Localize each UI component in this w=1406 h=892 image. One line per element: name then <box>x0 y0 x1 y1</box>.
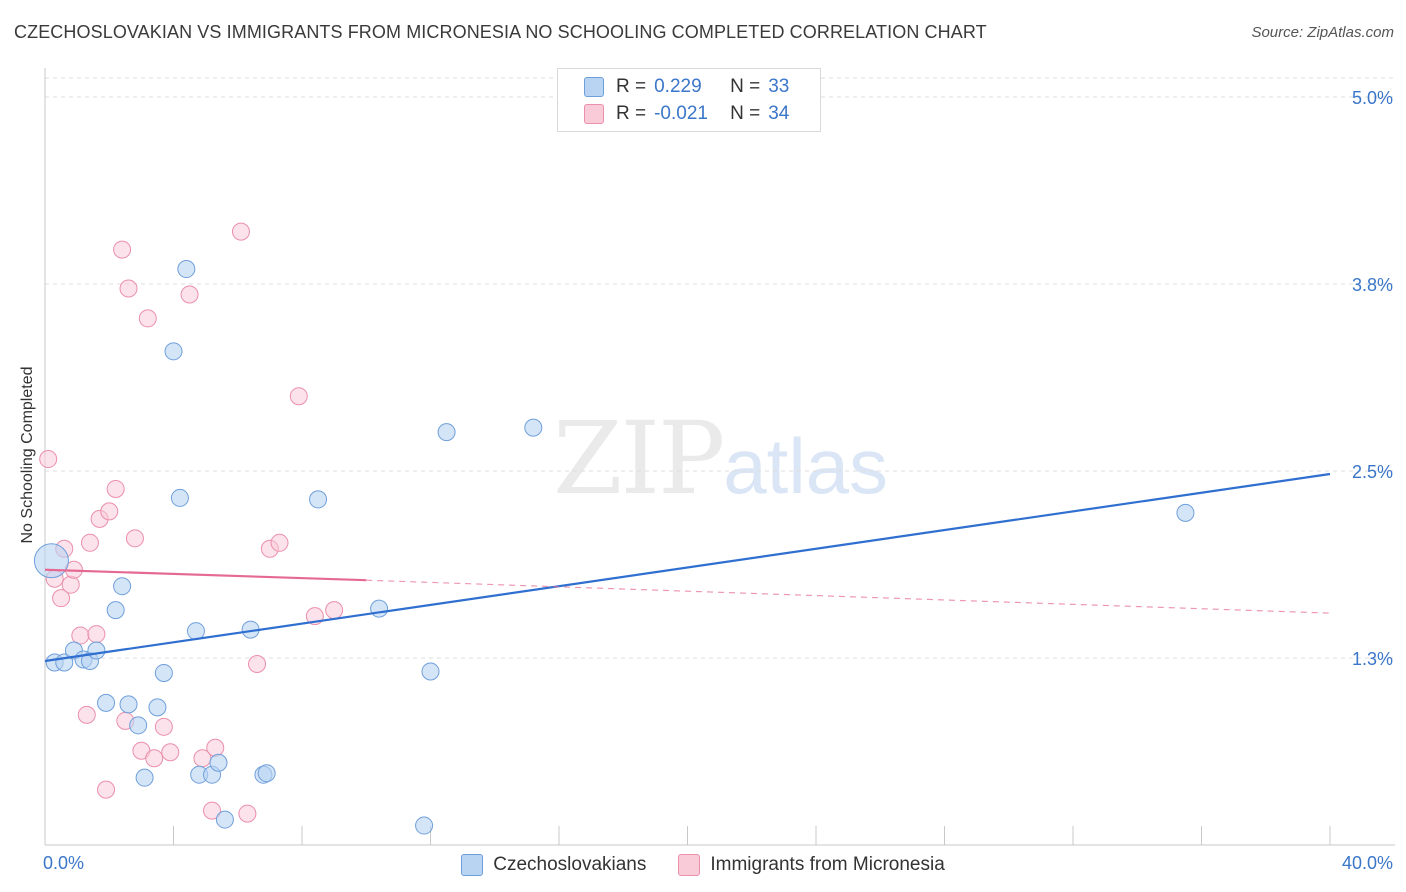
legend-n-label: N = <box>730 103 761 124</box>
micronesia-point <box>145 749 164 768</box>
czechoslovakian-point <box>97 693 116 712</box>
y-tick-label: 3.8% <box>1352 275 1393 295</box>
czechoslovakian-point <box>177 260 196 279</box>
czechoslovakian-point <box>437 423 456 442</box>
micronesia-point <box>154 717 173 736</box>
czechoslovakian-point <box>113 577 132 596</box>
legend-r-value: -0.021 <box>654 103 708 124</box>
series-legend: Czechoslovakians Immigrants from Microne… <box>0 852 1406 878</box>
legend-n-label: N = <box>730 76 761 97</box>
legend-swatch-blue <box>584 77 604 97</box>
czechoslovakian-point <box>170 488 189 507</box>
x-tick-label: 0.0% <box>43 853 84 873</box>
micronesia-point <box>203 801 222 820</box>
legend-swatch-blue <box>461 854 484 876</box>
micronesia-point <box>39 450 58 469</box>
czechoslovakian-point <box>106 601 125 620</box>
czechoslovakian-point <box>415 816 434 835</box>
czechoslovakian-point <box>154 663 173 682</box>
legend-n-value: 34 <box>768 103 790 124</box>
micronesia-trend-extension <box>366 579 1331 614</box>
micronesia-point <box>161 743 180 762</box>
micronesia-point <box>61 575 80 594</box>
micronesia-point <box>238 804 257 823</box>
czechoslovakian-point <box>135 768 154 787</box>
watermark: ZIPatlas <box>553 400 888 517</box>
czechoslovakian-point <box>87 641 106 660</box>
czechoslovakian-point <box>370 599 389 618</box>
czechoslovakian-point <box>164 342 183 361</box>
czechoslovakian-point <box>421 662 440 681</box>
micronesia-point <box>106 479 125 498</box>
micronesia-point <box>97 780 116 799</box>
legend-row-micronesia: R = -0.021 N = 34 <box>558 100 789 128</box>
legend-item-czechoslovakians[interactable]: Czechoslovakians <box>461 854 646 876</box>
legend-row-czechoslovakians: R = 0.229 N = 33 <box>558 73 789 101</box>
czechoslovakian-point <box>257 764 276 783</box>
czechoslovakian-point <box>148 698 167 717</box>
micronesia-point <box>289 387 308 406</box>
micronesia-point <box>119 279 138 298</box>
legend-swatch-pink <box>678 854 701 876</box>
micronesia-point <box>71 626 90 645</box>
watermark-atlas: atlas <box>723 422 889 510</box>
micronesia-point <box>113 240 132 259</box>
czechoslovakian-point <box>33 543 69 579</box>
czechoslovakian-point <box>119 695 138 714</box>
czechoslovakian-point <box>309 490 328 509</box>
micronesia-point <box>125 529 144 548</box>
legend-label: Czechoslovakians <box>493 854 647 875</box>
legend-n-value: 33 <box>768 76 790 97</box>
micronesia-point <box>80 533 99 552</box>
legend-item-micronesia[interactable]: Immigrants from Micronesia <box>678 854 945 876</box>
micronesia-point <box>100 502 119 521</box>
czechoslovakian-point <box>186 622 205 641</box>
micronesia-point <box>325 601 344 620</box>
legend-swatch-pink <box>584 104 604 124</box>
source-label: Source: ZipAtlas.com <box>1251 24 1394 41</box>
micronesia-point <box>180 285 199 304</box>
y-tick-label: 1.3% <box>1352 649 1393 669</box>
micronesia-trend-line <box>44 568 367 582</box>
czechoslovakian-point <box>129 716 148 735</box>
micronesia-point <box>77 705 96 724</box>
micronesia-point <box>231 222 250 241</box>
legend-r-label: R = <box>616 103 647 124</box>
watermark-zip: ZIP <box>553 400 725 517</box>
legend-r-label: R = <box>616 76 647 97</box>
czechoslovakian-point <box>524 418 543 437</box>
micronesia-point <box>248 654 267 673</box>
czechoslovakian-trend-line <box>44 472 1331 663</box>
legend-label: Immigrants from Micronesia <box>710 854 945 875</box>
czechoslovakian-point <box>1176 503 1195 522</box>
chart-title: CZECHOSLOVAKIAN VS IMMIGRANTS FROM MICRO… <box>14 22 987 42</box>
micronesia-point <box>270 533 289 552</box>
y-axis-label: No Schooling Completed <box>19 366 36 544</box>
czechoslovakian-point <box>209 753 228 772</box>
x-tick-label: 40.0% <box>1342 853 1393 873</box>
czechoslovakian-point <box>215 810 234 829</box>
legend-r-value: 0.229 <box>654 76 702 97</box>
y-tick-label: 2.5% <box>1352 462 1393 482</box>
micronesia-point <box>206 738 225 757</box>
micronesia-point <box>52 589 71 608</box>
y-tick-label: 5.0% <box>1352 88 1393 108</box>
micronesia-point <box>138 309 157 328</box>
stats-legend: R = 0.229 N = 33 R = -0.021 N = 34 <box>557 68 821 132</box>
micronesia-point <box>87 625 106 644</box>
